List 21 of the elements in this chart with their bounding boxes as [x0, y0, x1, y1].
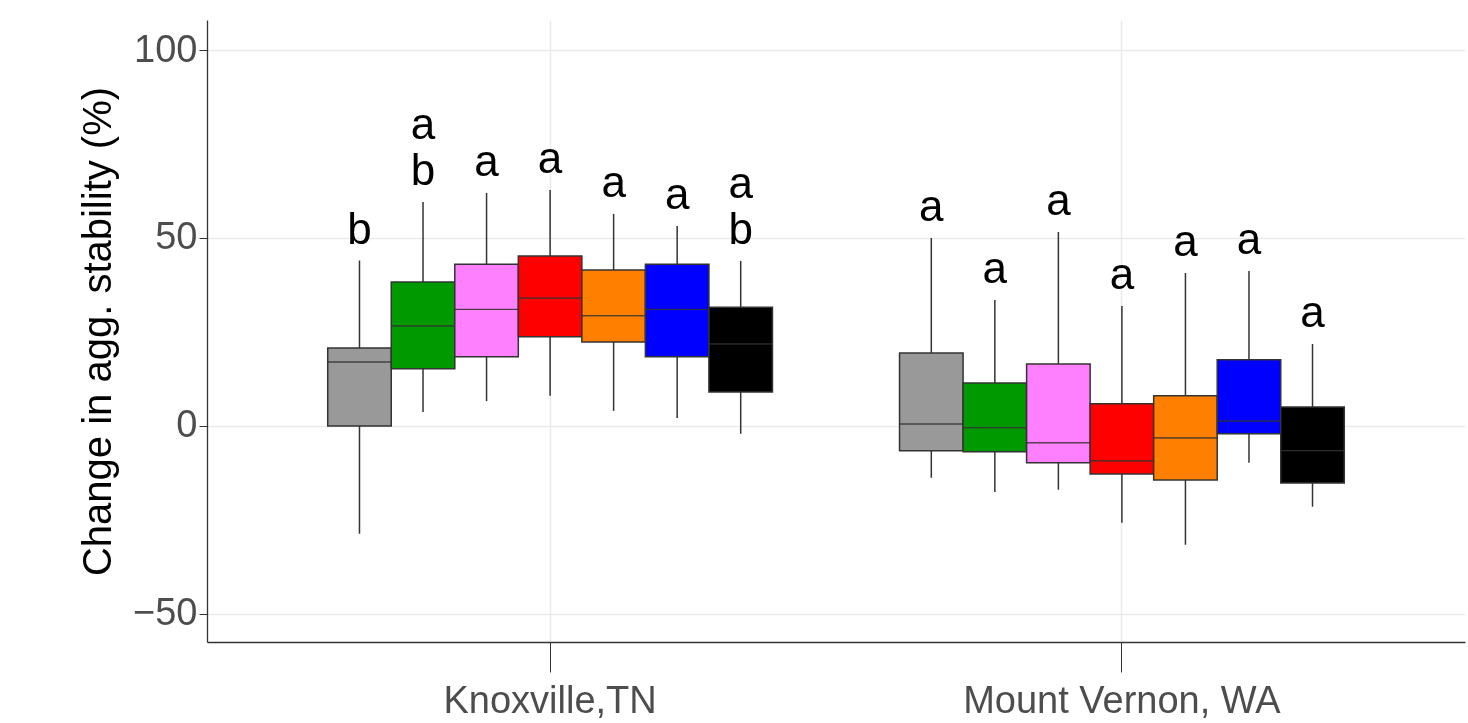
- x-tick-label: Knoxville,TN: [443, 678, 657, 721]
- annotation: a: [1300, 286, 1326, 336]
- annotation: a: [664, 168, 690, 218]
- annotation: a b: [728, 157, 754, 253]
- annotation: a b: [410, 98, 436, 194]
- annotation: a: [537, 132, 563, 182]
- annotation: a: [1173, 215, 1199, 265]
- annotation: a: [982, 242, 1008, 292]
- annotation: b: [347, 203, 372, 253]
- annotation: a: [919, 180, 945, 230]
- y-tick-label: 0: [176, 403, 198, 446]
- x-tick-label: Mount Vernon, WA: [963, 678, 1282, 721]
- annotation: a: [1236, 214, 1262, 264]
- annotation: a: [1046, 174, 1072, 224]
- annotation: a: [1109, 249, 1135, 299]
- annotation: a: [474, 135, 500, 185]
- y-tick-label: 100: [134, 27, 198, 70]
- y-tick-label: −50: [133, 591, 198, 634]
- annotation: a: [601, 156, 627, 206]
- y-tick-label: 50: [155, 215, 198, 258]
- y-axis-title: Change in agg. stability (%): [75, 86, 120, 577]
